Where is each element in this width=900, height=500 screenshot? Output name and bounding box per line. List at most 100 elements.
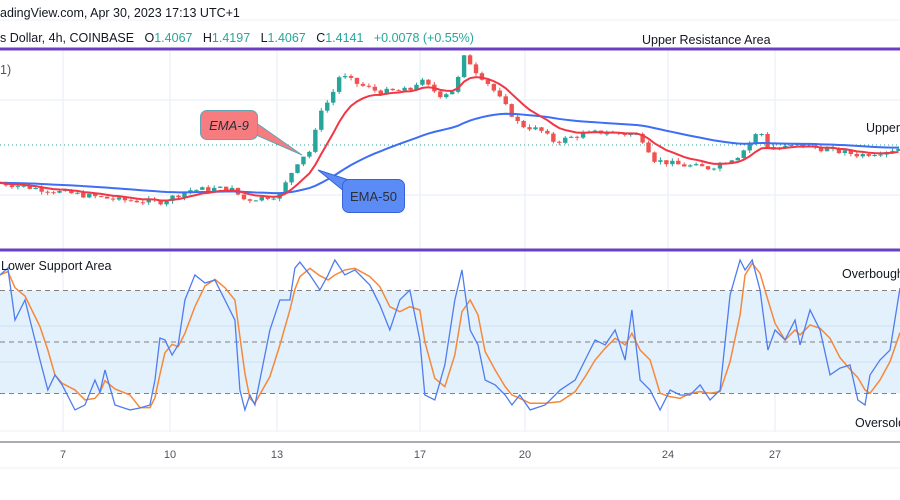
symbol-ohlc-legend: s Dollar, 4h, COINBASE O1.4067 H1.4197 L… bbox=[0, 31, 474, 45]
high-label: H bbox=[202, 31, 212, 45]
candle-body bbox=[182, 192, 187, 198]
candle-body bbox=[331, 91, 336, 103]
stochastic-k-line bbox=[0, 258, 900, 413]
candle-body bbox=[640, 133, 645, 143]
x-tick: 27 bbox=[768, 449, 782, 461]
candle-body bbox=[521, 120, 526, 128]
candle-body bbox=[247, 199, 253, 201]
close-label: C bbox=[316, 31, 326, 45]
candle-body bbox=[580, 133, 586, 138]
candle-body bbox=[360, 83, 366, 86]
candle-body bbox=[652, 152, 657, 162]
candle-body bbox=[485, 79, 491, 84]
candle-body bbox=[265, 196, 270, 199]
candle-body bbox=[116, 197, 122, 200]
candle-body bbox=[223, 186, 229, 191]
candle-body bbox=[206, 187, 211, 191]
candle-body bbox=[200, 187, 205, 190]
candle-body bbox=[497, 90, 502, 97]
candle-body bbox=[164, 200, 169, 205]
x-tick: 7 bbox=[59, 449, 67, 461]
candle-body bbox=[747, 142, 752, 151]
candle-body bbox=[75, 192, 80, 194]
x-tick: 13 bbox=[270, 449, 284, 461]
candle-body bbox=[158, 200, 163, 205]
stochastic-d-line bbox=[0, 262, 900, 409]
candle-body bbox=[753, 134, 758, 143]
candle-body bbox=[366, 85, 372, 87]
candle-body bbox=[45, 191, 50, 193]
candle-body bbox=[711, 168, 717, 170]
candle-body bbox=[878, 154, 883, 156]
candle-body bbox=[289, 172, 294, 183]
candle-body bbox=[271, 198, 276, 200]
candle-body bbox=[217, 186, 223, 188]
candle-body bbox=[503, 96, 508, 105]
candle-body bbox=[622, 133, 627, 135]
candle-body bbox=[170, 195, 175, 201]
candle-body bbox=[325, 102, 330, 111]
indicator-legend-fragment: 1) bbox=[0, 63, 12, 77]
candle-body bbox=[229, 187, 235, 191]
candle-body bbox=[146, 198, 151, 203]
candle-body bbox=[348, 76, 354, 78]
candle-body bbox=[384, 88, 389, 95]
candle-body bbox=[212, 187, 217, 191]
candle-body bbox=[569, 136, 574, 138]
candle-body bbox=[509, 104, 514, 117]
x-tick: 10 bbox=[163, 449, 177, 461]
change-value: +0.0078 (+0.55%) bbox=[373, 31, 474, 45]
ema9-line bbox=[0, 76, 899, 202]
candle-body bbox=[890, 150, 895, 153]
candle-body bbox=[563, 137, 568, 143]
candle-body bbox=[122, 197, 128, 201]
candle-body bbox=[765, 134, 770, 148]
candle-body bbox=[27, 185, 32, 189]
candle-body bbox=[313, 129, 318, 152]
oversold-label: Oversold bbox=[855, 416, 900, 430]
candle-body bbox=[438, 91, 443, 98]
candle-body bbox=[420, 79, 425, 85]
candle-body bbox=[134, 200, 140, 203]
candle-body bbox=[390, 88, 395, 91]
chart-source-timestamp: adingView.com, Apr 30, 2023 17:13 UTC+1 bbox=[0, 6, 240, 20]
candle-body bbox=[336, 77, 342, 92]
candle-body bbox=[426, 79, 431, 85]
candle-body bbox=[705, 166, 711, 170]
candle-body bbox=[414, 84, 419, 90]
symbol-info: s Dollar, 4h, COINBASE bbox=[0, 31, 135, 45]
candle-body bbox=[319, 110, 324, 130]
candle-body bbox=[9, 185, 15, 188]
candle-body bbox=[854, 154, 859, 157]
candle-body bbox=[872, 155, 877, 157]
candle-body bbox=[789, 145, 794, 147]
ema50-callout: EMA-50 bbox=[342, 179, 405, 213]
candle-body bbox=[372, 86, 378, 91]
overbought-label: Overbought bbox=[842, 267, 900, 281]
candle-body bbox=[866, 154, 871, 156]
candle-body bbox=[57, 190, 62, 193]
candle-body bbox=[699, 164, 705, 167]
candle-body bbox=[604, 133, 610, 135]
x-tick: 20 bbox=[518, 449, 532, 461]
candle-body bbox=[402, 87, 407, 91]
candle-body bbox=[253, 200, 259, 202]
candle-body bbox=[396, 90, 401, 92]
candle-body bbox=[87, 193, 92, 198]
candle-body bbox=[729, 160, 735, 164]
candle-body bbox=[836, 147, 842, 154]
candle-body bbox=[259, 196, 264, 201]
candle-body bbox=[408, 87, 413, 90]
candle-body bbox=[241, 194, 247, 200]
candle-body bbox=[848, 150, 854, 155]
candle-body bbox=[592, 130, 598, 132]
candle-body bbox=[824, 148, 830, 152]
candle-body bbox=[688, 165, 693, 167]
candle-body bbox=[801, 143, 806, 147]
candle-body bbox=[646, 142, 651, 153]
candle-body bbox=[658, 160, 663, 162]
candle-body bbox=[860, 154, 865, 157]
candle-body bbox=[98, 196, 104, 198]
candle-body bbox=[21, 185, 26, 187]
